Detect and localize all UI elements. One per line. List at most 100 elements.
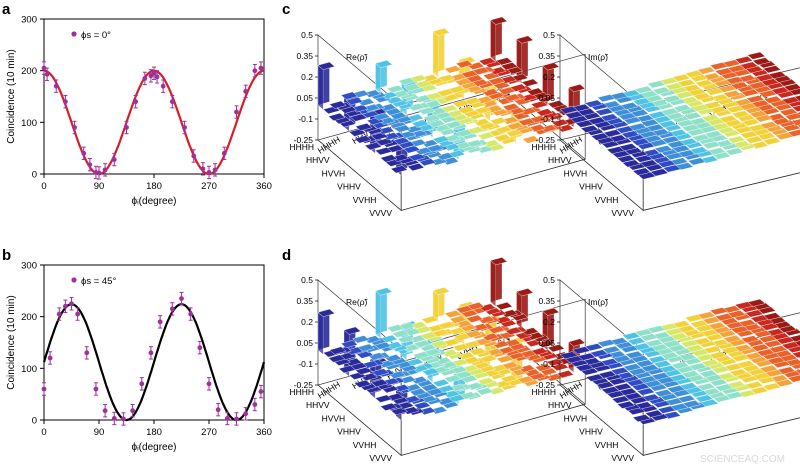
bar-top [519,107,537,116]
data-point [96,170,102,176]
bar-top [516,288,534,297]
z-tick-label: 0.5 [543,275,555,285]
bar-top [731,110,750,119]
bar-top [666,140,686,149]
z-tick-label: 0.5 [301,275,313,285]
bar-top [747,51,766,60]
bar-top [696,382,716,391]
data-point [258,389,264,394]
x-tick-label: 90 [94,181,105,192]
bar-top [648,355,667,364]
legend-marker [71,31,77,37]
bar-top [597,94,616,103]
bar-top [714,383,734,392]
plot-frame [43,18,265,175]
bar-top [490,257,508,266]
data-point [81,150,87,156]
bar-top [317,61,336,70]
bar-top [580,125,599,133]
bar-top [467,61,485,70]
z-tick-label: -0.25 [294,135,314,145]
bar-top [704,130,723,139]
z-tick-label: 0.2 [301,317,313,327]
bar-top [758,89,778,98]
bar-top [503,93,522,102]
bar-top [727,135,746,144]
z-tick-label: -0.1 [298,359,313,369]
bar-top [352,335,370,344]
data-point [62,303,68,309]
bar-top [702,316,721,325]
bar-top [723,90,742,98]
z-tick-label: 0.2 [543,317,555,327]
data-point [139,381,145,387]
bar-top [590,132,610,141]
bar-top [687,157,707,166]
bar-top [490,16,508,25]
legend-label: ϕs = 45° [81,276,116,287]
bar-top [634,85,654,94]
bar-top [534,363,553,372]
bar-top [756,348,775,357]
bar-top [468,347,487,356]
bar-top [652,86,671,95]
data-point [243,88,249,94]
bar-top [421,74,439,83]
x-tick-label: 180 [146,181,162,192]
row-basis-label: VVHH [595,195,619,205]
bar-top [379,402,398,411]
bar-top [379,103,397,112]
bar-top [677,79,696,87]
bar-top [606,146,625,155]
bar-top [487,325,506,334]
bar-top [440,349,459,358]
subplot-label: Im(ρ̃) [588,297,608,307]
bar-top [385,96,404,105]
panel-label-d: d [282,247,291,264]
watermark: SCIENCEAQ.COM [700,454,785,465]
bar-top [610,367,630,375]
bar-top [455,370,473,379]
data-point [215,407,221,413]
fit-curve [43,69,265,176]
bar-top [636,387,656,396]
data-point [258,65,264,71]
bar-top [673,104,692,113]
bar-top [404,383,422,392]
bar-top [779,108,798,117]
x-tick-label: 360 [256,181,272,192]
bar-top [411,364,430,373]
bar-top [388,370,407,379]
z-tick-label: 0.5 [301,30,313,40]
data-point [84,350,90,356]
data-point [124,125,129,130]
bar-top [694,79,714,88]
data-point [41,65,47,71]
bar-top [402,344,420,353]
bar-top [455,305,474,314]
bar-top [418,406,437,415]
bar-top [601,386,620,395]
bar-top [634,328,654,337]
panel-label-b: b [2,247,11,264]
z-tick-label: -0.25 [536,135,556,145]
bar-top [762,382,782,391]
row-basis-label: VVVV [611,453,634,463]
bar-top [680,339,699,348]
bar-top [476,387,494,396]
bar-top [521,78,539,87]
data-point [102,167,108,173]
bar-top [444,309,462,319]
bar-top [720,346,740,355]
bar-top [546,358,564,367]
row-basis-label: VVHH [353,440,377,450]
bar-side [490,19,496,62]
data-point [93,386,99,392]
bar-top [317,308,336,317]
data-point [197,345,203,351]
bar-top [725,147,744,156]
data-point [188,311,194,317]
row-basis-label: VVVV [611,208,634,218]
floor [317,88,586,211]
bar-top [625,350,644,359]
